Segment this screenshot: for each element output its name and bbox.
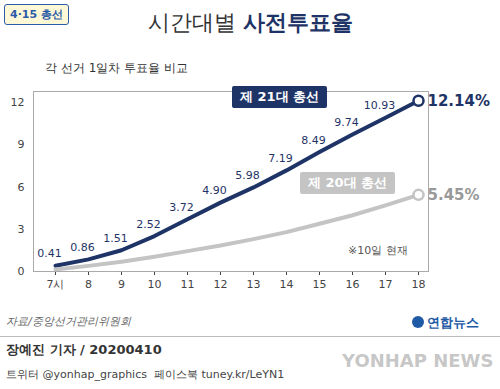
svg-text:7시: 7시 (47, 278, 65, 291)
svg-text:17: 17 (379, 278, 393, 291)
html-text:※10일 현재: ※10일 현재 (348, 244, 408, 257)
html-text:연합뉴스: 연합뉴스 (427, 315, 479, 330)
svg-text:9: 9 (18, 138, 25, 151)
html-text:제 21대 총선: 제 21대 총선 (240, 89, 320, 104)
svg-text:16: 16 (346, 278, 360, 291)
svg-text:2.52: 2.52 (136, 218, 161, 231)
svg-text:0.86: 0.86 (70, 241, 95, 254)
html-text:YONHAP NEWS: YONHAP NEWS (342, 350, 494, 371)
svg-text:5.98: 5.98 (235, 169, 260, 182)
svg-text:18: 18 (412, 278, 426, 291)
html-text:자료/중앙선거관리위원회: 자료/중앙선거관리위원회 (6, 315, 131, 328)
svg-text:14: 14 (280, 278, 294, 291)
svg-text:5.45%: 5.45% (428, 186, 480, 204)
svg-text:9.74: 9.74 (334, 116, 359, 129)
svg-text:3: 3 (18, 223, 25, 236)
svg-text:3.72: 3.72 (169, 201, 194, 214)
svg-text:8: 8 (85, 278, 92, 291)
svg-text:13: 13 (247, 278, 261, 291)
svg-text:15: 15 (313, 278, 327, 291)
svg-text:6: 6 (18, 181, 25, 194)
html-text:각 선거 1일차 투표율 비교: 각 선거 1일차 투표율 비교 (45, 61, 188, 75)
html-text:트위터 @yonhap_graphics 페이스북 tune: 트위터 @yonhap_graphics 페이스북 tuney.kr/LeYN1 (6, 368, 285, 381)
svg-text:4.90: 4.90 (202, 184, 227, 197)
svg-text:8.49: 8.49 (301, 134, 326, 147)
svg-text:9: 9 (118, 278, 125, 291)
svg-text:1.51: 1.51 (103, 232, 128, 245)
html-text:4·15 총선: 4·15 총선 (10, 8, 63, 21)
html-text:장예진 기자 / 20200410: 장예진 기자 / 20200410 (6, 342, 162, 357)
svg-text:10.93: 10.93 (364, 99, 396, 112)
svg-text:10: 10 (148, 278, 162, 291)
svg-text:12: 12 (214, 278, 228, 291)
html-text:제 20대 총선: 제 20대 총선 (308, 175, 388, 190)
svg-text:0: 0 (18, 265, 25, 278)
svg-text:7.19: 7.19 (268, 152, 293, 165)
svg-text:0.41: 0.41 (37, 247, 62, 260)
html-text:시간대별사전투표율: 시간대별사전투표율 (147, 10, 353, 35)
svg-text:12.14%: 12.14% (428, 92, 490, 110)
svg-text:12: 12 (11, 96, 25, 109)
svg-text:11: 11 (181, 278, 195, 291)
